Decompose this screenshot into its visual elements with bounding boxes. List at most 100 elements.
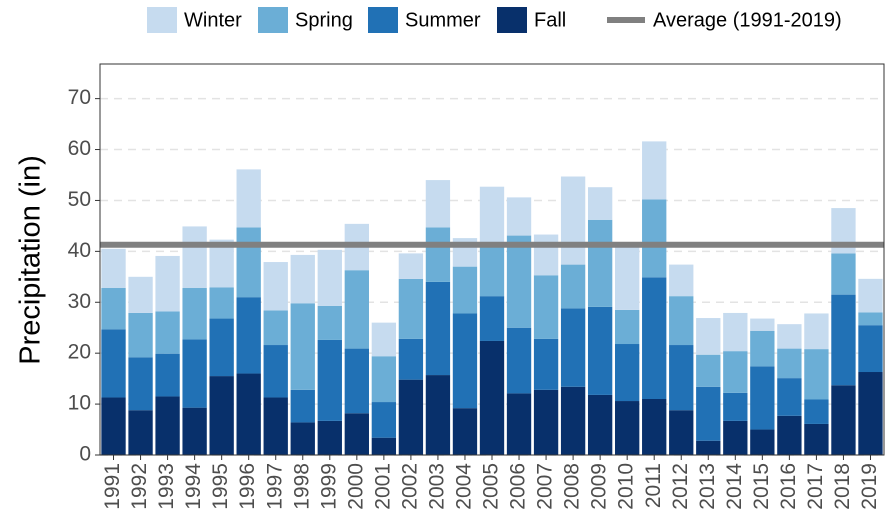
y-tick-label: 40 <box>68 239 91 262</box>
bar-segment <box>425 375 451 455</box>
bar-segment <box>398 338 424 380</box>
bar-segment <box>804 313 829 350</box>
x-tick-label: 1992 <box>128 463 151 510</box>
x-tick-label: 1993 <box>155 463 178 510</box>
bar-segment <box>371 402 397 438</box>
bar-segment <box>858 312 883 326</box>
bar-segment <box>723 392 748 421</box>
x-tick-label: 2001 <box>371 463 394 510</box>
legend-label: Winter <box>184 9 242 31</box>
bar-segment <box>263 310 288 346</box>
bar-segment <box>804 423 829 455</box>
x-tick-label: 1998 <box>290 463 313 510</box>
bar-segment <box>236 297 261 374</box>
legend-swatch <box>147 7 177 33</box>
y-tick-label: 50 <box>68 188 91 211</box>
bar-segment <box>723 351 748 393</box>
x-tick-label: 2014 <box>723 463 746 510</box>
x-tick-label: 2002 <box>398 463 421 510</box>
bar-segment <box>587 219 613 307</box>
bar-segment <box>479 296 505 341</box>
bar-segment <box>831 253 856 295</box>
bar-segment <box>155 311 180 354</box>
x-tick-label: 2003 <box>425 463 448 510</box>
bar-segment <box>858 325 883 373</box>
y-tick-label: 0 <box>79 443 91 466</box>
bar-segment <box>560 386 586 455</box>
bar-segment <box>371 356 397 403</box>
bar-segment <box>236 373 261 455</box>
bar-segment <box>533 275 559 339</box>
bar-segment <box>317 305 342 340</box>
x-tick-label: 1995 <box>209 463 232 510</box>
bar-segment <box>344 413 369 455</box>
bar-segment <box>479 246 505 297</box>
bar-segment <box>479 186 505 247</box>
bar-segment <box>533 389 559 455</box>
bar-segment <box>128 410 153 455</box>
bar-segment <box>587 187 613 220</box>
x-tick-label: 2004 <box>453 463 476 510</box>
bar-segment <box>290 254 315 304</box>
bar-segment <box>209 318 234 377</box>
bar-segment <box>506 197 532 236</box>
x-tick-label: 2016 <box>777 463 800 510</box>
bar-segment <box>804 349 829 400</box>
bar-segment <box>128 276 153 313</box>
bar-segment <box>290 303 315 390</box>
bar-segment <box>804 399 829 424</box>
bar-segment <box>560 176 586 265</box>
bar-segment <box>236 227 261 298</box>
bar-segment <box>750 330 775 367</box>
panel-border <box>99 63 885 456</box>
bar-segment <box>506 327 532 394</box>
bar-segment <box>290 389 315 423</box>
bar-segment <box>263 397 288 455</box>
bar-segment <box>317 249 342 306</box>
bar-segment <box>642 141 667 200</box>
bar-segment <box>182 339 207 408</box>
bar-segment <box>101 329 126 398</box>
legend-label: Spring <box>295 9 353 31</box>
legend-label: Average (1991-2019) <box>653 9 842 31</box>
bar-segment <box>452 266 478 314</box>
bar-segment <box>615 344 640 402</box>
bar-segment <box>696 440 721 455</box>
bar-segment <box>263 345 288 398</box>
bar-segment <box>858 278 883 313</box>
bar-segment <box>696 354 721 387</box>
bar-segment <box>750 429 775 455</box>
bar-segment <box>858 372 883 455</box>
bar-segment <box>723 312 748 352</box>
y-tick-label: 20 <box>68 341 91 364</box>
bar-segment <box>236 169 261 228</box>
bar-segment <box>425 227 451 282</box>
bar-segment <box>317 339 342 421</box>
legend-swatch <box>368 7 398 33</box>
y-axis-title: Precipitation (in) <box>15 155 47 365</box>
bar-segment <box>290 422 315 455</box>
bar-segment <box>506 393 532 455</box>
x-tick-label: 2012 <box>669 463 692 510</box>
bar-segment <box>209 287 234 319</box>
bar-segment <box>560 308 586 387</box>
x-tick-label: 2007 <box>534 463 557 510</box>
legend-swatch <box>497 7 527 33</box>
bar-segment <box>209 376 234 455</box>
bar-segment <box>452 313 478 409</box>
bar-segment <box>155 353 180 397</box>
bar-segment <box>669 410 694 455</box>
bar-segment <box>425 180 451 228</box>
y-tick-label: 10 <box>68 392 91 415</box>
y-tick-label: 60 <box>68 137 91 160</box>
bar-segment <box>398 253 424 279</box>
bar-segment <box>398 379 424 455</box>
x-tick-label: 2005 <box>480 463 503 510</box>
bar-segment <box>101 248 126 289</box>
bar-segment <box>777 324 802 349</box>
bar-segment <box>182 407 207 455</box>
bar-segment <box>669 264 694 297</box>
x-tick-label: 2018 <box>831 463 854 510</box>
bar-segment <box>560 264 586 309</box>
x-tick-label: 2008 <box>561 463 584 510</box>
